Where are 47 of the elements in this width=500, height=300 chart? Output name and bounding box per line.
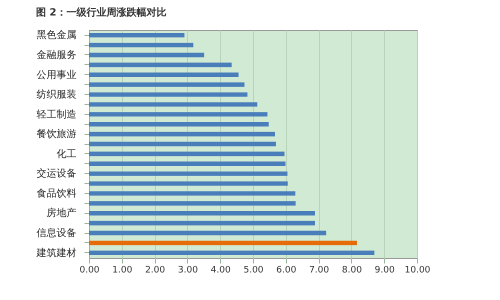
x-tick-label: 7.00: [309, 266, 330, 276]
x-tick-label: 9.00: [374, 266, 395, 276]
bar: [89, 230, 326, 236]
x-tick-label: 3.00: [178, 266, 198, 276]
x-tick-label: 0.00: [79, 266, 100, 276]
x-tick-label: 1.00: [112, 266, 133, 276]
bar: [89, 211, 315, 216]
x-tick-label: 4.00: [210, 266, 231, 276]
y-tick-label: 信息设备: [36, 227, 76, 240]
bar: [89, 62, 232, 68]
chart-title: 图 2：一级行业周涨跌幅对比: [36, 6, 166, 19]
bar: [89, 191, 296, 196]
y-tick-label: 黑色金属: [36, 29, 76, 42]
y-tick-label: 公用事业: [36, 68, 76, 81]
bar: [89, 201, 296, 206]
y-tick-label: 化工: [56, 148, 76, 160]
x-tick-label: 6.00: [276, 266, 297, 276]
bar: [89, 112, 268, 117]
x-tick-label: 2.00: [145, 266, 166, 276]
x-tick-label: 5.00: [243, 266, 264, 276]
bar: [89, 92, 248, 97]
y-tick-label: 建筑建材: [36, 246, 76, 259]
y-tick-label: 房地产: [46, 207, 76, 220]
bar: [89, 132, 275, 136]
y-tick-label: 餐饮旅游: [36, 128, 76, 140]
bar: [89, 52, 204, 58]
y-tick-label: 纺织服装: [36, 88, 76, 101]
y-tick-label: 食品饮料: [36, 187, 76, 200]
x-tick-label: 8.00: [342, 266, 362, 276]
bar: [89, 152, 284, 156]
bar: [89, 102, 258, 107]
y-tick-label: 轻工制造: [36, 108, 76, 120]
bar: [89, 122, 269, 126]
bar: [89, 82, 244, 87]
bar: [89, 240, 357, 246]
bar: [89, 181, 288, 186]
x-tick-label: 10.00: [404, 266, 431, 276]
bar: [89, 32, 184, 38]
bar: [89, 42, 194, 48]
y-tick-label: 金融服务: [36, 48, 76, 61]
bar: [89, 250, 374, 256]
bar: [89, 142, 276, 146]
bar: [89, 162, 286, 166]
bar: [89, 220, 315, 226]
bar: [89, 171, 288, 176]
y-tick-label: 交运设备: [36, 168, 76, 180]
bar: [89, 72, 239, 77]
